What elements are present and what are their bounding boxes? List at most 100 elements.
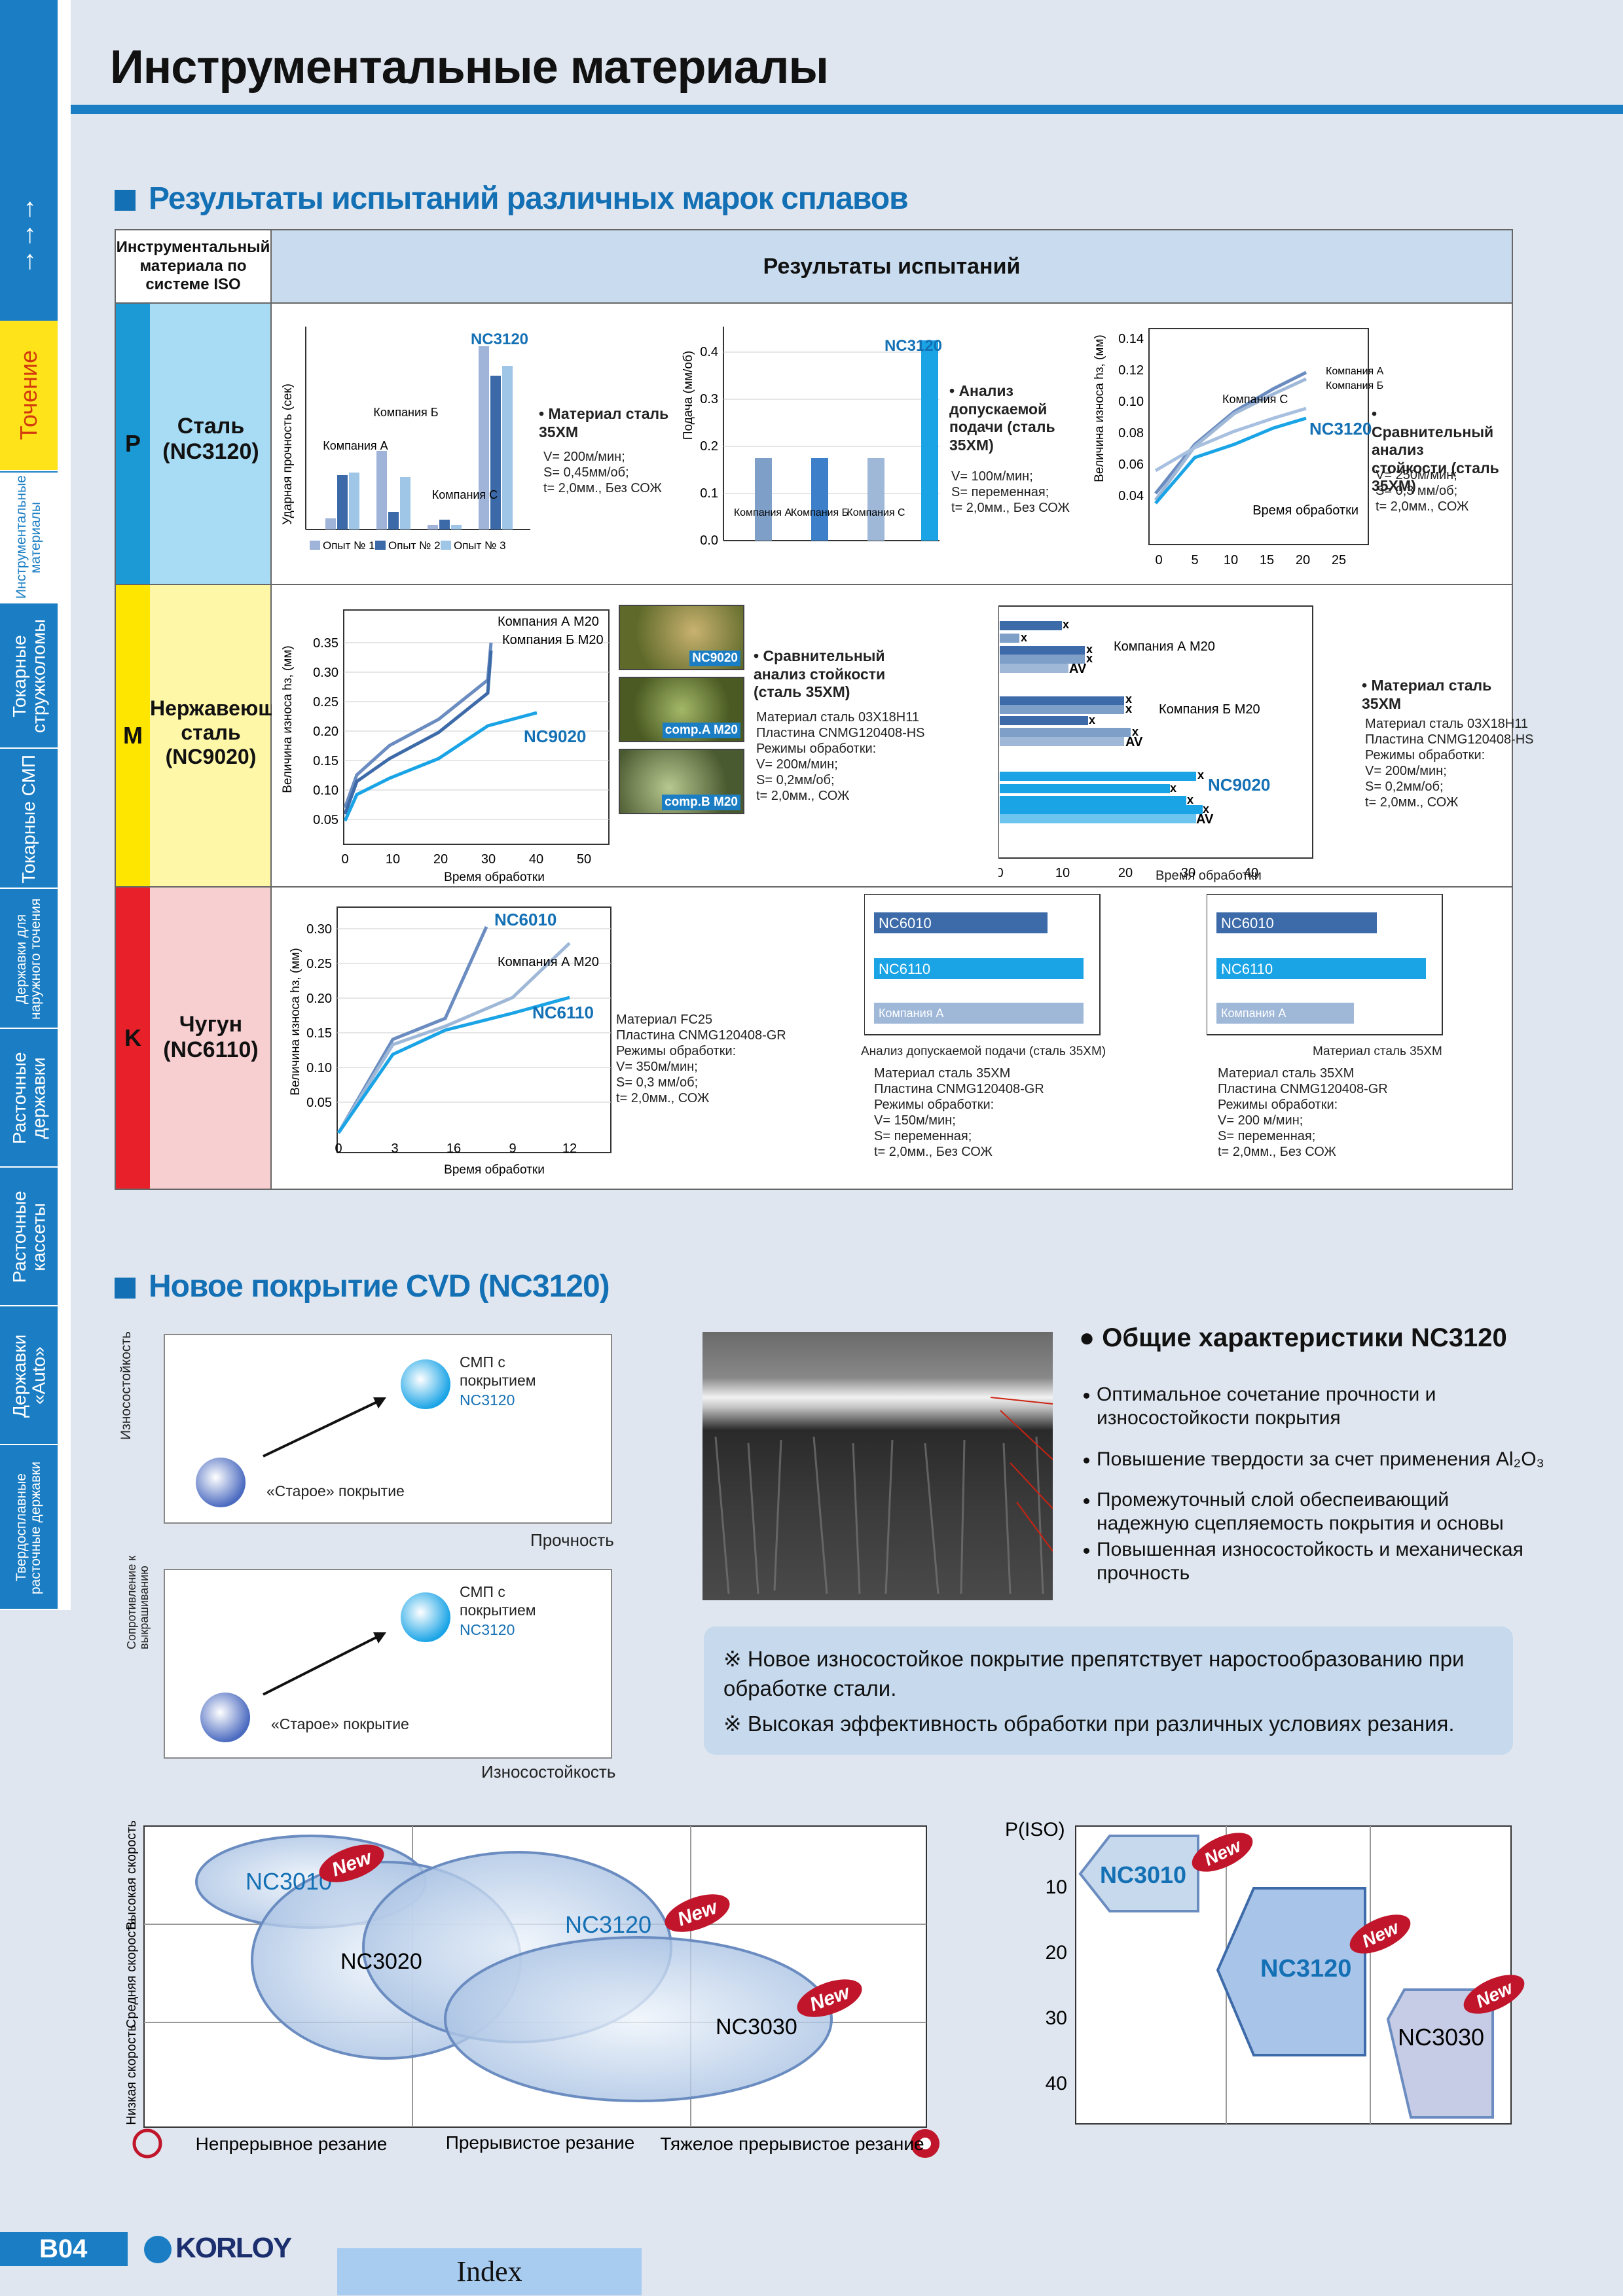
m1-label-a: Компания А M20 [498, 615, 599, 629]
m3-bars-b [1000, 696, 1131, 746]
sidebar-tab-materials[interactable]: Инструментальные материалы [0, 473, 58, 603]
p2-note: V= 100м/мин; S= переменная; t= 2,0мм., Б… [951, 469, 1070, 515]
sidebar-tab-chipbreakers[interactable]: Токарные стружколомы [0, 605, 58, 749]
p3-ytick: 0.12 [1118, 363, 1144, 378]
results-table: Инструментальный материала по системе IS… [115, 229, 1534, 1190]
coating-micrograph [702, 1332, 1053, 1600]
row-k-label: K Чугун (NC6110) [115, 886, 272, 1190]
sidebar-tab-turning[interactable]: Точение [0, 321, 58, 471]
new-coating-dot [401, 1592, 450, 1642]
m3-xtick: 20 [1118, 866, 1133, 880]
header-rule [71, 105, 1623, 114]
bar [400, 477, 410, 529]
bar [490, 376, 501, 529]
row-m-label: M Нержавеющая сталь (NC9020) [115, 584, 300, 888]
sidebar-tab-auto-holders[interactable]: Державки «Auto» [0, 1308, 58, 1445]
sidebar-tab-inserts[interactable]: Токарные СМП [0, 750, 58, 889]
bar [1000, 728, 1131, 737]
iso-letter-k: K [116, 888, 150, 1189]
continuous-cut-icon [132, 2128, 162, 2159]
p2-ytick: 0.4 [700, 345, 718, 359]
row-k-results: Величина износа hз, (мм) 0.30 0.25 0.20 … [270, 886, 1513, 1190]
bar [874, 912, 1048, 933]
k1-ytick: 0.05 [306, 1096, 332, 1110]
p2-note-title: • Анализ допускаемой подачи (сталь 35ХМ) [949, 382, 1055, 454]
p3-label-c: Компания С [1222, 393, 1288, 406]
index-button[interactable]: Index [337, 2248, 642, 2295]
grade-nc3010: NC3010 [246, 1868, 332, 1895]
d2-old-label: «Старое» покрытие [271, 1715, 409, 1732]
m1-ytick: 0.05 [313, 813, 338, 827]
p2-label-a: Компания А [734, 507, 792, 518]
feature-bullet-icon [1084, 1393, 1089, 1399]
photo-nc9020: NC9020 [619, 605, 744, 670]
m-note1-title: • Сравнительный анализ стойкости (сталь … [754, 647, 886, 701]
bar [428, 525, 438, 529]
map-ylabel: Низкая скорость [124, 2024, 139, 2125]
d1-new-grade: NC3120 [460, 1391, 515, 1408]
m-note2: Материал сталь 03Х18Н11 Пластина CNMG120… [1365, 717, 1534, 810]
sidebar-tab-carbide-bars[interactable]: Твердосплавные расточные державки [0, 1446, 58, 1610]
p1-legend-1: Опыт № 1 [323, 539, 375, 552]
m1-ylabel: Величина износа hз, (мм) [281, 645, 295, 793]
sidebar-tab-boring-bars[interactable]: Расточные державки [0, 1030, 58, 1168]
p2-label-c: Компания С [847, 507, 905, 518]
p2-ytick: 0.0 [700, 533, 718, 548]
m3-label-nc: NC9020 [1208, 775, 1270, 795]
m1-line-b [343, 650, 493, 815]
ellipse-nc3030 [444, 1936, 833, 2102]
bar [1000, 705, 1124, 714]
k3-bar-label: Компания А [1221, 1007, 1286, 1020]
map-xlabel: Непрерывное резание [196, 2134, 388, 2154]
bar [921, 340, 938, 541]
p2-ytick: 0.3 [700, 392, 718, 406]
sidebar-divider [58, 0, 71, 1610]
p3-xtick: 5 [1191, 553, 1198, 567]
iso-ytick: 20 [1046, 1942, 1067, 1964]
x-marker: x [1089, 713, 1095, 726]
p-wear-chart: Величина износа hз, (мм) 0.14 0.12 0.10 … [1093, 328, 1384, 567]
feature-item: Повышение твердости за счет применения A… [1097, 1448, 1544, 1470]
k1-xtick: 12 [562, 1141, 577, 1156]
d2-xlabel: Износостойкость [481, 1762, 616, 1782]
k1-ylabel: Величина износа hз, (мм) [289, 948, 302, 1096]
k1-ytick: 0.20 [306, 992, 332, 1006]
m1-xlabel: Время обработки [444, 870, 545, 884]
material-name-k: Чугун (NC6110) [163, 1012, 259, 1063]
x-marker: x [1086, 643, 1093, 656]
new-coating-dot [401, 1359, 450, 1409]
p1-bars [325, 346, 513, 529]
note-item: ※ Высокая эффективность обработки при ра… [723, 1712, 1455, 1736]
d1-xlabel: Прочность [530, 1530, 614, 1550]
p2-ylabel: Подача (мм/об) [682, 351, 695, 440]
m3-xtick: 10 [1055, 866, 1070, 880]
shape-nc3010 [1078, 1835, 1199, 1912]
k1-ytick: 0.30 [306, 922, 332, 937]
note-item: ※ Новое износостойкое покрытие препятств… [723, 1647, 1465, 1700]
sidebar-tab-external-holders[interactable]: Державки для наружного точения [0, 890, 58, 1029]
section-cvd-title: Новое покрытие CVD (NC3120) [115, 1268, 610, 1304]
k3-bar-label: NC6110 [1221, 961, 1273, 977]
bar [502, 366, 513, 529]
iso-ytick: 30 [1046, 2007, 1067, 2029]
k2-caption: Анализ допускаемой подачи (сталь 35ХМ) [861, 1045, 1106, 1058]
back-arrows-icon[interactable]: ←←← [20, 196, 48, 275]
bar [1000, 772, 1196, 781]
map-xlabel: Прерывистое резание [446, 2132, 635, 2153]
bar [451, 525, 462, 529]
diagram-chipping-vs-wear: СМП с покрытием NC3120 «Старое» покрытие [164, 1569, 612, 1759]
p1-legend-2: Опыт № 2 [388, 539, 441, 552]
m3-xtick: 40 [1244, 866, 1258, 880]
bar [1000, 621, 1062, 630]
m1-xtick: 50 [577, 852, 591, 867]
p-impact-chart: Ударная прочность (сек) [281, 327, 530, 552]
sidebar-tab-boring-cartridges[interactable]: Расточные кассеты [0, 1169, 58, 1306]
m3-label-a: Компания А M20 [1114, 639, 1215, 654]
m1-label-nc: NC9020 [524, 726, 586, 746]
p3-note: V= 250м/мин; S= 0,3 мм/об; t= 2,0мм., СО… [1376, 468, 1469, 514]
m1-label-b: Компания Б M20 [502, 633, 604, 647]
m-note1: Материал сталь 03Х18Н11 Пластина CNMG120… [756, 710, 925, 803]
row-m-results: Величина износа hз, (мм) 0.35 0.30 0.25 … [270, 584, 1534, 888]
p1-label-nc: NC3120 [471, 331, 528, 348]
feature-bullet-icon [1084, 1548, 1089, 1554]
